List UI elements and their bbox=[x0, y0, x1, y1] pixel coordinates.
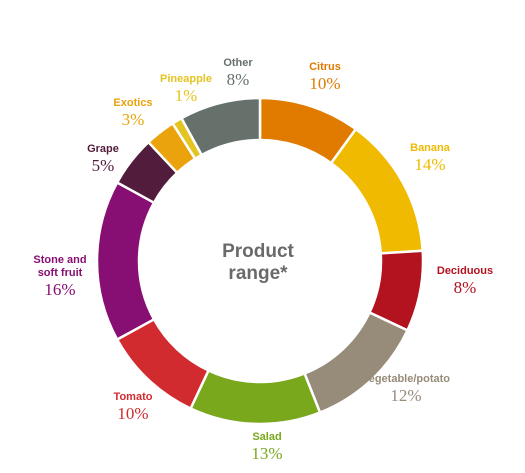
slice-label: Citrus bbox=[309, 61, 341, 73]
slice-label: soft fruit bbox=[38, 267, 83, 279]
slice-label: Exotics bbox=[113, 97, 152, 109]
slice-value-label: 12% bbox=[390, 386, 421, 405]
slice-value-label: 8% bbox=[454, 278, 477, 297]
center-title-line-1: Product bbox=[222, 241, 294, 262]
slice-label: Tomato bbox=[114, 391, 153, 403]
center-title-line-2: range* bbox=[228, 263, 288, 284]
slice-value-label: 10% bbox=[309, 74, 340, 93]
slice-labels: Citrus10%Banana14%Deciduous8%Vegetable/p… bbox=[33, 57, 493, 463]
slice-value-label: 5% bbox=[92, 156, 115, 175]
slice-label: Pineapple bbox=[160, 73, 212, 85]
slice-value-label: 16% bbox=[44, 280, 75, 299]
slice-stone-and-soft-fruit bbox=[95, 181, 156, 341]
slice-value-label: 1% bbox=[175, 86, 198, 105]
slice-label: Banana bbox=[410, 142, 451, 154]
slice-label: Deciduous bbox=[437, 265, 493, 277]
slice-value-label: 3% bbox=[122, 110, 145, 129]
slice-salad bbox=[189, 369, 322, 426]
slice-label: Other bbox=[223, 57, 253, 69]
slice-value-label: 8% bbox=[227, 70, 250, 89]
slice-banana bbox=[329, 127, 424, 255]
slice-label: Salad bbox=[252, 431, 281, 443]
slice-label: Grape bbox=[87, 143, 119, 155]
slice-value-label: 14% bbox=[414, 155, 445, 174]
slice-label: Vegetable/potato bbox=[362, 373, 450, 385]
slice-value-label: 10% bbox=[117, 404, 148, 423]
donut-slices bbox=[95, 96, 425, 426]
slice-other bbox=[180, 96, 262, 157]
slice-value-label: 13% bbox=[251, 444, 282, 463]
slice-label: Stone and bbox=[33, 254, 86, 266]
